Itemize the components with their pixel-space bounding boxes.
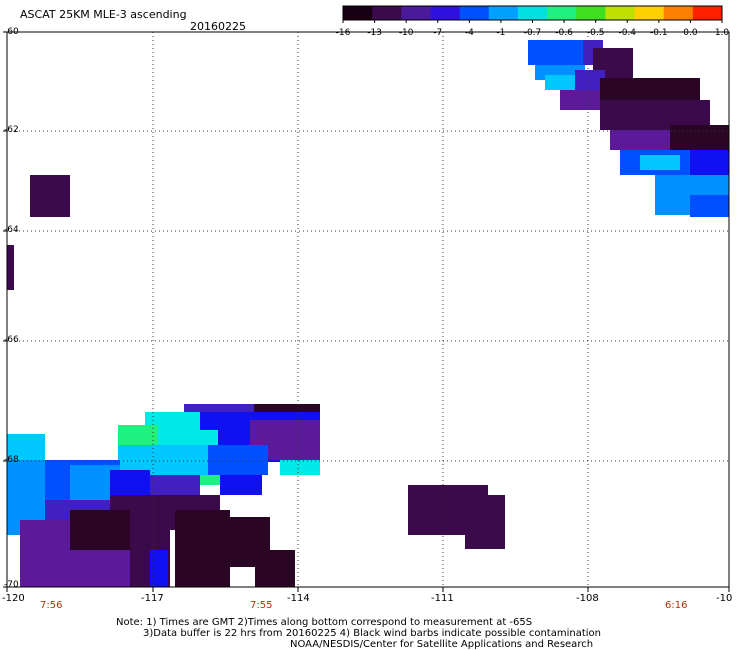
swath-cell xyxy=(610,130,670,150)
note-line-3: NOAA/NESDIS/Center for Satellite Applica… xyxy=(290,639,594,650)
time-label-2: 6:16 xyxy=(665,600,688,611)
y-label-2: -64 xyxy=(4,225,19,235)
colorbar-swatch xyxy=(488,6,519,20)
map-date: 20160225 xyxy=(190,20,246,33)
time-label-0: 7:56 xyxy=(40,600,63,611)
x-label-4: -108 xyxy=(576,593,599,604)
colorbar-tick-label: -0.7 xyxy=(524,28,542,38)
swath-cell xyxy=(175,510,230,587)
colorbar-swatch xyxy=(605,6,636,20)
y-label-1: -62 xyxy=(4,125,19,135)
time-label-1: 7:55 xyxy=(250,600,273,611)
x-label-1: -117 xyxy=(141,593,164,604)
colorbar-swatch xyxy=(692,6,723,20)
swath-cell xyxy=(465,495,505,549)
x-label-5: -10 xyxy=(716,593,733,604)
swath-cell xyxy=(560,90,600,110)
swath-cell xyxy=(208,445,268,475)
swath-cell xyxy=(690,150,729,175)
swath-cell xyxy=(110,470,150,495)
note-line-2: 3)Data buffer is 22 hrs from 20160225 4)… xyxy=(143,628,601,639)
y-label-4: -68 xyxy=(4,455,19,465)
y-label-0: -60 xyxy=(4,27,19,37)
swath-cell xyxy=(220,475,262,495)
swath-cell xyxy=(640,155,680,170)
colorbar-tick-label: -0.5 xyxy=(587,28,605,38)
colorbar-swatch xyxy=(576,6,606,20)
colorbar-tick-label: -13 xyxy=(367,28,382,38)
swath-cell xyxy=(145,412,205,432)
colorbar-swatch xyxy=(517,6,548,20)
colorbar-swatch xyxy=(343,6,373,20)
y-label-5: -70 xyxy=(4,580,19,590)
swath-cell xyxy=(280,460,320,475)
swath-cell xyxy=(70,510,130,550)
swath-cell xyxy=(118,425,158,445)
swath-cell xyxy=(690,195,729,217)
x-label-0: -120 xyxy=(2,593,25,604)
swath-cell xyxy=(150,550,168,587)
y-label-3: -66 xyxy=(4,335,19,345)
note-line-1: Note: 1) Times are GMT 2)Times along bot… xyxy=(116,617,533,628)
colorbar-tick-label: -7 xyxy=(433,28,442,38)
map-title: ASCAT 25KM MLE-3 ascending xyxy=(20,8,187,21)
colorbar-swatch xyxy=(634,6,665,20)
x-label-3: -111 xyxy=(431,593,454,604)
colorbar-tick-label: -4 xyxy=(465,28,474,38)
colorbar-tick-label: -0.1 xyxy=(650,28,668,38)
colorbar-tick-label: 0.0 xyxy=(683,28,698,38)
x-label-2: -114 xyxy=(287,593,310,604)
colorbar-tick-label: 1.0 xyxy=(715,28,730,38)
colorbar-swatch xyxy=(430,6,461,20)
colorbar-tick-label: -0.4 xyxy=(618,28,636,38)
colorbar-tick-label: -1 xyxy=(496,28,505,38)
swath-cell xyxy=(528,40,583,65)
swath-cell xyxy=(30,175,70,217)
colorbar-tick-label: -16 xyxy=(336,28,351,38)
colorbar-swatch xyxy=(663,6,694,20)
colorbar-tick-label: -10 xyxy=(399,28,414,38)
swath-cell xyxy=(255,550,295,587)
colorbar-swatch xyxy=(547,6,577,20)
swath-cell xyxy=(200,475,220,485)
colorbar-swatch xyxy=(401,6,431,20)
plot-frame xyxy=(6,31,730,588)
colorbar: -16 -13 -10 -7 -4 -1 -0.7 -0.6 -0.5 -0.4 -0.1 0.0 1.… xyxy=(336,5,730,38)
swath-cell xyxy=(7,245,14,290)
colorbar-tick-label: -0.6 xyxy=(555,28,573,38)
swath-cell xyxy=(575,70,605,90)
colorbar-swatch xyxy=(372,6,402,20)
colorbar-swatch xyxy=(459,6,490,20)
swath-cell xyxy=(545,75,575,90)
